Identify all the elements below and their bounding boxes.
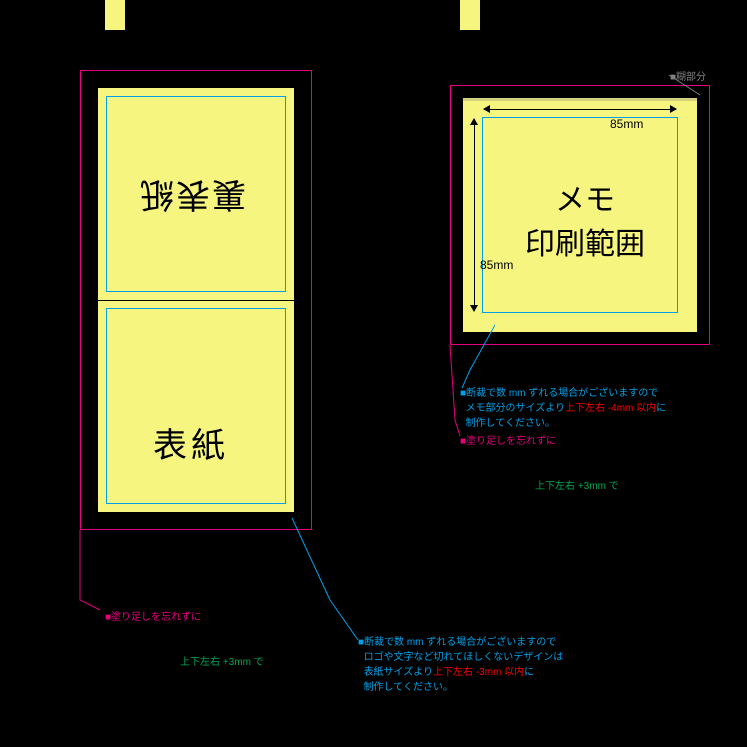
- arrow-up-icon: [470, 118, 478, 125]
- memo-title-line2: 印刷範囲: [525, 228, 645, 261]
- memo-diagram: 85mm 85mm メモ 印刷範囲: [450, 85, 710, 345]
- cover-diagram: 裏表紙 表紙: [80, 70, 312, 530]
- memo-title: メモ 印刷範囲: [525, 175, 645, 263]
- note-memo-magenta: ■塗り足しを忘れずに 断ち落としでデータを作成される場合は 塗り足しが必要となり…: [460, 434, 645, 509]
- arrow-right-icon: [670, 105, 677, 113]
- arrow-left-icon: [483, 105, 490, 113]
- memo-title-line1: メモ: [555, 184, 615, 217]
- note-cover-magenta: ■塗り足しを忘れずに 断ち落としでデータを作成される場合は 塗り足しが必要となり…: [105, 610, 290, 685]
- memo-glue-strip: [463, 98, 697, 101]
- memo-width-dim-line: [484, 109, 676, 110]
- cover-front-label: 表紙: [153, 418, 229, 467]
- top-marker-left: [105, 0, 125, 30]
- memo-width-label: 85mm: [610, 117, 643, 131]
- cover-front-yellow: 表紙: [98, 300, 294, 512]
- cover-front-cyan-frame: [106, 308, 286, 504]
- arrow-down-icon: [470, 305, 478, 312]
- memo-height-dim-line: [474, 119, 475, 311]
- memo-height-label: 85mm: [480, 258, 513, 272]
- cover-back-yellow: 裏表紙: [98, 88, 294, 300]
- note-cover-cyan: ■断裁で数 mm ずれる場合がございますので ロゴや文字など切れてほしくないデザ…: [358, 635, 563, 695]
- top-marker-right: [460, 0, 480, 30]
- cover-fold-line: [88, 300, 304, 301]
- note-memo-cyan: ■断裁で数 mm ずれる場合がございますので メモ部分のサイズより上下左右 -4…: [460, 386, 666, 431]
- cover-back-label: 裏表紙: [138, 173, 246, 222]
- glue-label: ■糊部分: [670, 68, 706, 83]
